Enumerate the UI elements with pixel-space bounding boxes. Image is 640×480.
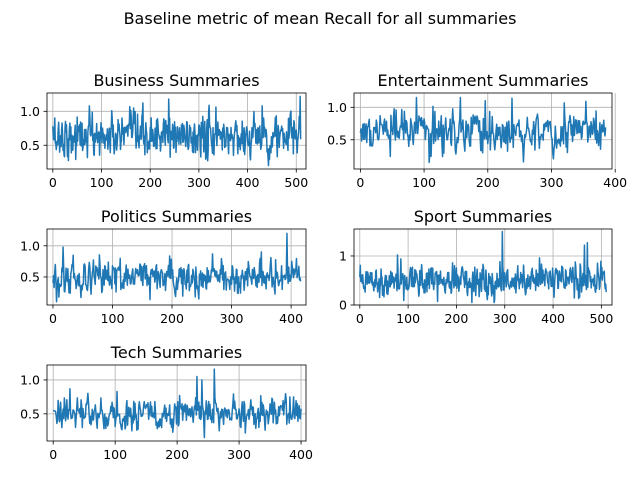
panel-title: Business Summaries	[93, 71, 259, 90]
x-tick-label: 0	[49, 175, 57, 190]
figure-suptitle: Baseline metric of mean Recall for all s…	[124, 9, 517, 28]
panel-title: Entertainment Summaries	[377, 71, 588, 90]
panel-title: Tech Summaries	[110, 343, 242, 362]
x-tick-label: 500	[589, 311, 613, 326]
x-tick-label: 0	[49, 447, 57, 462]
y-tick-label: 1	[339, 248, 347, 263]
x-tick-label: 400	[279, 311, 303, 326]
recall-series-line	[359, 230, 607, 304]
x-tick-label: 100	[396, 311, 420, 326]
x-tick-label: 200	[160, 311, 184, 326]
tick-labels: 0 100 200 300 400 0.5 1.0	[20, 372, 313, 462]
x-tick-label: 100	[101, 311, 125, 326]
axes-frame	[353, 228, 613, 306]
line-series	[52, 95, 302, 167]
tick-labels: 0 100 200 300 400 0.5 1.0	[20, 238, 303, 326]
y-tick-label: 1.0	[20, 104, 40, 119]
x-tick-label: 100	[103, 447, 127, 462]
line-series	[359, 96, 607, 164]
x-tick-label: 300	[540, 175, 564, 190]
x-tick-label: 500	[284, 175, 308, 190]
axes-frame	[353, 92, 613, 170]
x-tick-label: 300	[493, 311, 517, 326]
x-tick-label: 200	[476, 175, 500, 190]
tick-labels: 0 100 200 300 400 0.5 1.0	[327, 100, 627, 190]
y-tick-label: 0.5	[20, 138, 40, 153]
panel-title: Politics Summaries	[101, 207, 252, 226]
x-tick-label: 100	[412, 175, 436, 190]
x-tick-label: 100	[90, 175, 114, 190]
x-tick-label: 200	[138, 175, 162, 190]
x-tick-label: 0	[356, 311, 364, 326]
axes-frame	[46, 228, 307, 306]
panel-tech: Tech Summaries 0 100 200 300 400 0.5 1.0	[20, 343, 313, 462]
y-tick-label: 0.5	[20, 269, 40, 284]
line-series	[359, 230, 607, 304]
x-tick-label: 0	[356, 175, 364, 190]
x-tick-label: 0	[49, 311, 57, 326]
panel-politics: Politics Summaries 0 100 200 300 400 0.5 1.0	[20, 207, 307, 326]
panel-entertainment: Entertainment Summaries 0 100 200 300 400 0.5…	[327, 71, 627, 190]
recall-series-line	[52, 95, 302, 167]
recall-series-line	[359, 96, 607, 164]
x-tick-label: 400	[541, 311, 565, 326]
axes-frame	[46, 92, 307, 170]
panel-business: Business Summaries 0 100 200 300 400 500 0.5 1.…	[20, 71, 308, 190]
line-series	[52, 368, 302, 439]
y-tick-label: 1.0	[20, 372, 40, 387]
x-tick-label: 300	[187, 175, 211, 190]
tick-labels: 0 100 200 300 400 500 0.5 1.0	[20, 104, 308, 190]
x-tick-label: 400	[236, 175, 260, 190]
y-tick-label: 0	[339, 298, 347, 313]
x-tick-label: 200	[165, 447, 189, 462]
tick-labels: 0 100 200 300 400 500 0 1	[339, 248, 613, 326]
y-tick-label: 1.0	[20, 238, 40, 253]
y-tick-label: 0.5	[20, 406, 40, 421]
y-tick-label: 0.5	[327, 132, 347, 147]
panel-title: Sport Summaries	[414, 207, 553, 226]
x-tick-label: 400	[603, 175, 627, 190]
recall-series-line	[52, 232, 302, 303]
line-series	[52, 232, 302, 303]
x-tick-label: 300	[227, 447, 251, 462]
axes-frame	[46, 364, 307, 442]
x-tick-label: 400	[289, 447, 313, 462]
x-tick-label: 300	[220, 311, 244, 326]
panel-sport: Sport Summaries 0 100 200 300 400 500 0 1	[339, 207, 613, 326]
y-tick-label: 1.0	[327, 100, 347, 115]
x-tick-label: 200	[444, 311, 468, 326]
recall-series-line	[52, 368, 302, 439]
